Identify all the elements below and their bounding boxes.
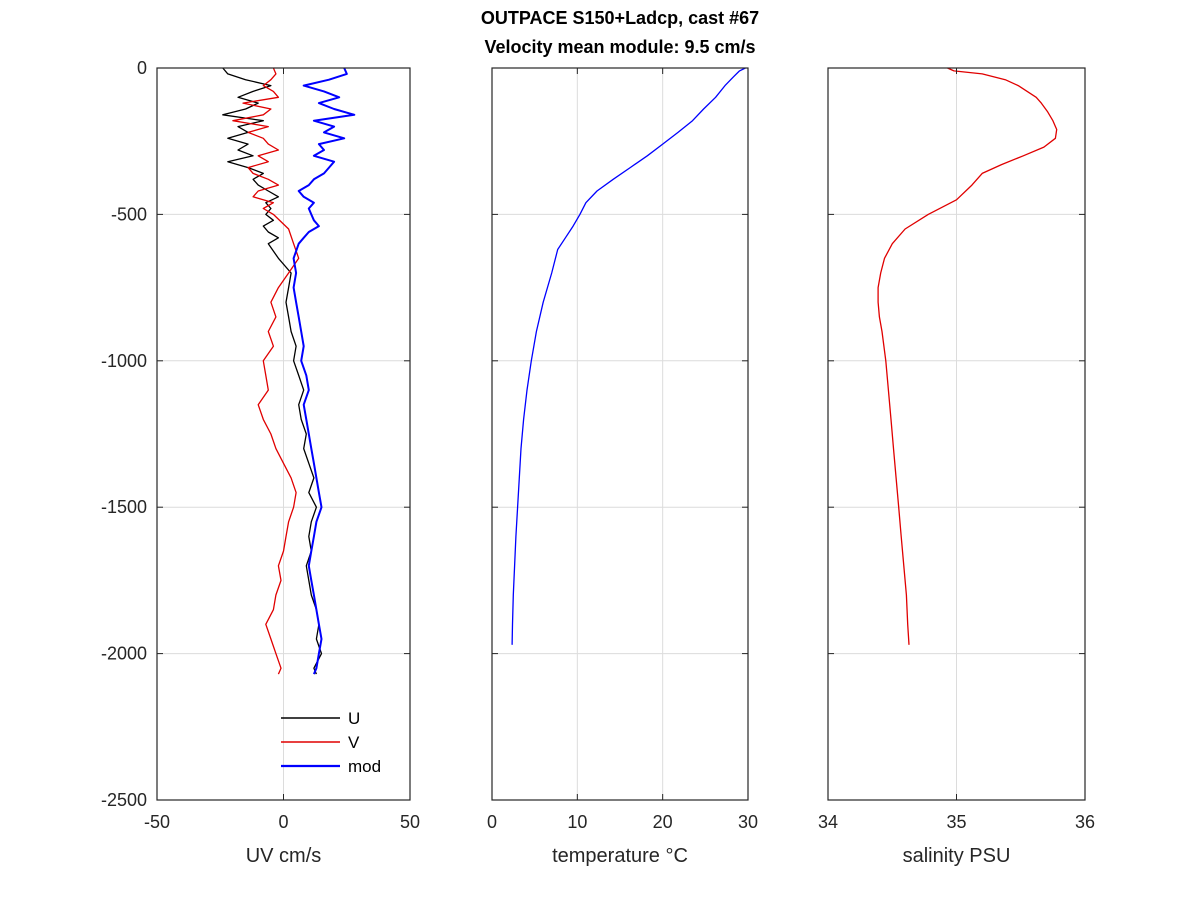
x-tick-label: 0 [487, 812, 497, 832]
x-tick-label: -50 [144, 812, 170, 832]
plot-area [492, 68, 748, 800]
legend-label-u: U [348, 709, 360, 728]
y-tick-label: -1000 [101, 351, 147, 371]
y-tick-label: -500 [111, 204, 147, 224]
x-tick-label: 36 [1075, 812, 1095, 832]
axes-frame [491, 67, 749, 801]
x-tick-label: 34 [818, 812, 838, 832]
subplot-2: 0 10 20 30 temperature °C [487, 67, 758, 867]
x-axis-label: UV cm/s [246, 845, 322, 867]
legend-label-v: V [348, 733, 360, 752]
y-tick-label: -2500 [101, 790, 147, 810]
x-tick-label: 20 [653, 812, 673, 832]
x-axis-label: temperature °C [552, 845, 688, 867]
y-tick-label: 0 [137, 58, 147, 78]
x-tick-label: 30 [738, 812, 758, 832]
series-line-u [222, 67, 323, 675]
series-line-v [232, 67, 300, 675]
x-tick-label: 10 [567, 812, 587, 832]
series-line-2 [511, 67, 746, 645]
y-tick-label: -2000 [101, 644, 147, 664]
figure-title-line2: Velocity mean module: 9.5 cm/s [484, 37, 755, 57]
series-line-mod [292, 67, 356, 675]
y-tick-label: -1500 [101, 497, 147, 517]
x-axis-label: salinity PSU [903, 845, 1011, 867]
figure-title-line1: OUTPACE S150+Ladcp, cast #67 [481, 8, 759, 28]
x-tick-label: 35 [946, 812, 966, 832]
x-tick-label: 50 [400, 812, 420, 832]
legend-label-mod: mod [348, 757, 381, 776]
x-tick-label: 0 [278, 812, 288, 832]
subplot-3: 34 35 36 salinity PSU [818, 67, 1095, 867]
series-line-3 [877, 67, 1058, 645]
